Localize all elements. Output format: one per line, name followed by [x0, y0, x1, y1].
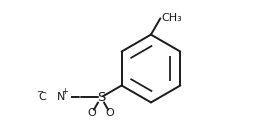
Text: S: S — [97, 91, 105, 104]
Text: CH₃: CH₃ — [161, 13, 182, 23]
Text: O: O — [106, 108, 114, 118]
Text: O: O — [88, 108, 96, 118]
Text: +: + — [61, 87, 68, 96]
Text: −: − — [36, 87, 43, 96]
Text: C: C — [39, 92, 47, 102]
Text: N: N — [57, 92, 66, 102]
